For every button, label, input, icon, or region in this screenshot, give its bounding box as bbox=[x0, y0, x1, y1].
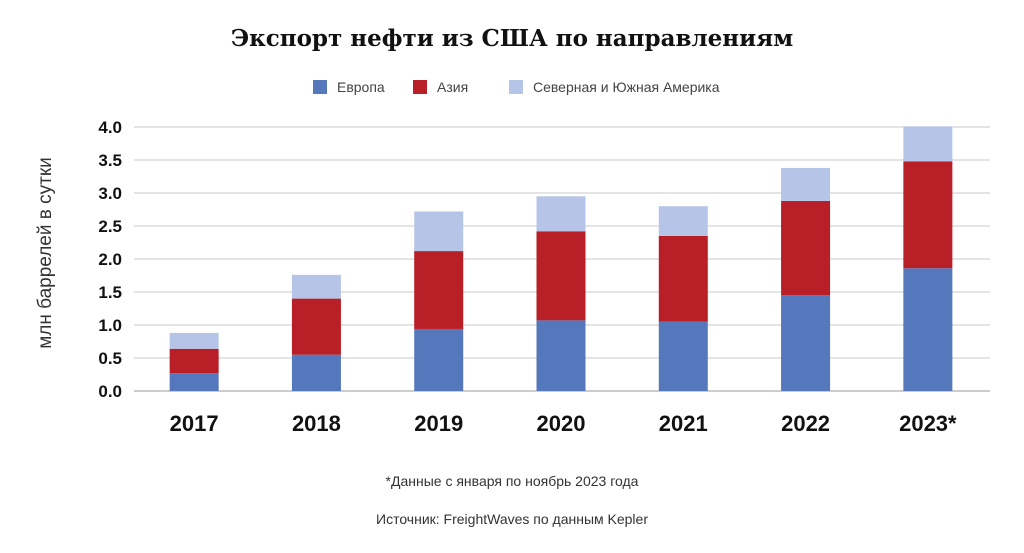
legend-label: Европа bbox=[337, 79, 385, 95]
bar-segment bbox=[536, 231, 586, 321]
x-tick-label: 2019 bbox=[414, 411, 463, 436]
bar-segment bbox=[414, 251, 464, 329]
chart-title: Экспорт нефти из США по направлениям bbox=[231, 25, 793, 52]
footnote: *Данные с января по ноябрь 2023 года bbox=[386, 473, 639, 489]
legend-swatch bbox=[313, 80, 327, 94]
bar-segment bbox=[781, 200, 831, 296]
legend-label: Азия bbox=[437, 79, 468, 95]
bar-segment bbox=[781, 167, 831, 201]
y-axis-label: млн баррелей в сутки bbox=[35, 157, 56, 349]
bar-segment bbox=[903, 161, 953, 269]
bar-segment bbox=[658, 235, 708, 322]
legend-swatch bbox=[509, 80, 523, 94]
x-tick-label: 2023* bbox=[899, 411, 957, 436]
bar-segment bbox=[291, 298, 341, 355]
bar-segment bbox=[414, 211, 464, 252]
bar-segment bbox=[903, 126, 953, 162]
x-tick-label: 2017 bbox=[170, 411, 219, 436]
y-tick-label: 0.5 bbox=[98, 349, 122, 368]
y-tick-label: 1.0 bbox=[98, 316, 122, 335]
y-ticks: 0.0 0.5 1.0 1.5 2.0 2.5 3.0 3.5 4.0 bbox=[98, 118, 122, 401]
source-note: Источник: FreightWaves по данным Kepler bbox=[376, 511, 648, 527]
bar-segment bbox=[291, 274, 341, 299]
bar-segment bbox=[169, 332, 219, 349]
bar-segment bbox=[781, 295, 831, 391]
y-tick-label: 3.0 bbox=[98, 184, 122, 203]
x-tick-label: 2022 bbox=[781, 411, 830, 436]
y-tick-label: 3.5 bbox=[98, 151, 122, 170]
y-tick-label: 2.5 bbox=[98, 217, 122, 236]
bars bbox=[169, 126, 953, 391]
x-tick-label: 2018 bbox=[292, 411, 341, 436]
y-tick-label: 1.5 bbox=[98, 283, 122, 302]
bar-segment bbox=[169, 348, 219, 374]
y-tick-label: 0.0 bbox=[98, 382, 122, 401]
bar-segment bbox=[658, 321, 708, 391]
legend-label: Северная и Южная Америка bbox=[533, 79, 720, 95]
bar-segment bbox=[903, 268, 953, 391]
bar-segment bbox=[414, 328, 464, 391]
y-tick-label: 2.0 bbox=[98, 250, 122, 269]
bar-segment bbox=[658, 206, 708, 236]
x-tick-label: 2020 bbox=[537, 411, 586, 436]
x-tick-label: 2021 bbox=[659, 411, 708, 436]
legend: Европа Азия Северная и Южная Америка bbox=[313, 79, 720, 95]
x-ticks: 2017 2018 2019 2020 2021 2022 2023* bbox=[170, 411, 957, 436]
legend-swatch bbox=[413, 80, 427, 94]
y-tick-label: 4.0 bbox=[98, 118, 122, 137]
bar-segment bbox=[536, 320, 586, 391]
bar-segment bbox=[169, 373, 219, 391]
bar-segment bbox=[291, 354, 341, 391]
bar-segment bbox=[536, 196, 586, 232]
